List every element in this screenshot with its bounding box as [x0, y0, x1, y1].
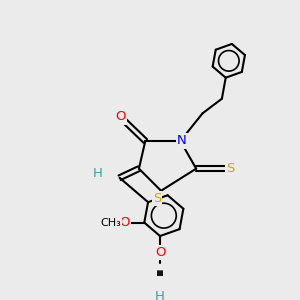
Text: N: N — [177, 134, 187, 148]
Text: S: S — [226, 162, 234, 175]
Text: O: O — [155, 246, 165, 259]
Text: S: S — [153, 192, 161, 205]
Text: O: O — [115, 110, 126, 123]
Text: CH₃: CH₃ — [101, 218, 122, 227]
Text: O: O — [120, 216, 130, 229]
Text: H: H — [155, 290, 165, 300]
Text: H: H — [92, 167, 102, 180]
